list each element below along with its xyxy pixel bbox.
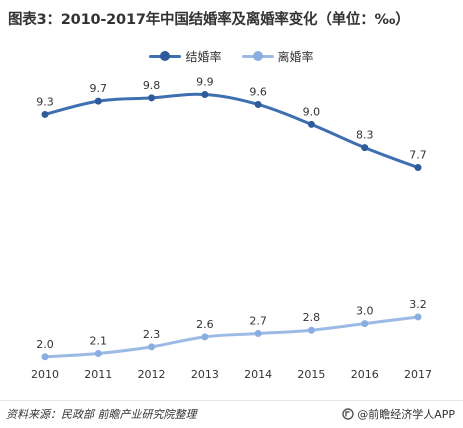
data-label-marriage-2017: 7.7 xyxy=(409,149,427,162)
data-point-divorce-2014 xyxy=(254,330,262,338)
data-label-marriage-2011: 9.7 xyxy=(90,82,108,95)
footer: 资料来源：民政部 前瞻产业研究院整理 @前瞻经济学人APP xyxy=(0,400,463,423)
x-tick-label-2015: 2015 xyxy=(297,368,325,381)
source-note: 资料来源：民政部 前瞻产业研究院整理 xyxy=(6,408,197,421)
x-tick-label-2012: 2012 xyxy=(138,368,166,381)
data-label-divorce-2015: 2.8 xyxy=(303,311,321,324)
data-label-layer: 9.3 9.7 9.8 9.9 9.6 9.0 8.3 7.7 2.0 2.1 2.3 2.6 2.7 2… xyxy=(36,76,427,351)
x-tick-label-2017: 2017 xyxy=(404,368,432,381)
legend: 结婚率 离婚率 xyxy=(0,46,463,66)
legend-dot-marriage xyxy=(160,51,171,61)
data-point-marriage-2010 xyxy=(41,110,49,118)
data-label-marriage-2013: 9.9 xyxy=(196,76,214,89)
legend-label-marriage: 结婚率 xyxy=(185,49,222,64)
data-point-marriage-2017 xyxy=(414,164,422,172)
data-label-divorce-2012: 2.3 xyxy=(143,328,161,341)
data-label-divorce-2017: 3.2 xyxy=(409,298,427,311)
data-point-divorce-2011 xyxy=(94,349,102,357)
data-point-divorce-2017 xyxy=(414,313,422,321)
data-point-marriage-2013 xyxy=(201,91,209,99)
data-label-marriage-2016: 8.3 xyxy=(356,129,374,142)
x-tick-label-2016: 2016 xyxy=(351,368,379,381)
data-label-marriage-2014: 9.6 xyxy=(249,85,267,98)
chart-title: 图表3：2010-2017年中国结婚率及离婚率变化（单位：‰） xyxy=(8,12,410,28)
x-axis-tick-labels: 2010 2011 2012 2013 2014 2015 2016 2017 xyxy=(31,368,432,381)
legend-label-divorce: 离婚率 xyxy=(277,49,314,64)
data-label-divorce-2010: 2.0 xyxy=(36,338,54,351)
data-point-marriage-2012 xyxy=(148,94,156,102)
brand-label: @前瞻经济学人APP xyxy=(357,408,455,421)
x-tick-label-2014: 2014 xyxy=(244,368,272,381)
legend-item-divorce: 离婚率 xyxy=(241,48,314,65)
data-point-divorce-2013 xyxy=(201,333,209,341)
brand-credit: @前瞻经济学人APP xyxy=(342,406,455,422)
data-point-marriage-2011 xyxy=(94,97,102,105)
data-label-marriage-2012: 9.8 xyxy=(143,79,161,92)
series-line-marriage xyxy=(43,92,420,170)
brand-logo-icon xyxy=(342,408,354,420)
data-point-marriage-2016 xyxy=(361,144,369,152)
legend-swatch-divorce xyxy=(241,50,274,62)
data-label-marriage-2010: 9.3 xyxy=(36,95,54,108)
data-point-divorce-2012 xyxy=(148,343,156,351)
legend-dot-divorce xyxy=(252,51,263,61)
data-point-marriage-2015 xyxy=(307,120,315,128)
series-layer xyxy=(41,91,422,361)
data-label-marriage-2015: 9.0 xyxy=(303,105,321,118)
data-label-divorce-2016: 3.0 xyxy=(356,305,374,318)
line-chart: 9.3 9.7 9.8 9.9 9.6 9.0 8.3 7.7 2.0 2.1 2.3 2.6 2.7 2… xyxy=(31,76,432,381)
data-point-divorce-2015 xyxy=(307,326,315,334)
data-label-divorce-2011: 2.1 xyxy=(90,334,108,347)
x-tick-label-2010: 2010 xyxy=(31,368,59,381)
data-label-divorce-2013: 2.6 xyxy=(196,318,214,331)
series-line-divorce xyxy=(43,315,420,359)
x-tick-label-2013: 2013 xyxy=(191,368,219,381)
data-label-divorce-2014: 2.7 xyxy=(249,315,267,328)
data-point-divorce-2010 xyxy=(41,353,49,361)
legend-swatch-marriage xyxy=(149,50,182,62)
data-point-divorce-2016 xyxy=(361,320,369,328)
x-tick-label-2011: 2011 xyxy=(84,368,112,381)
data-point-marriage-2014 xyxy=(254,100,262,108)
legend-item-marriage: 结婚率 xyxy=(149,48,222,65)
